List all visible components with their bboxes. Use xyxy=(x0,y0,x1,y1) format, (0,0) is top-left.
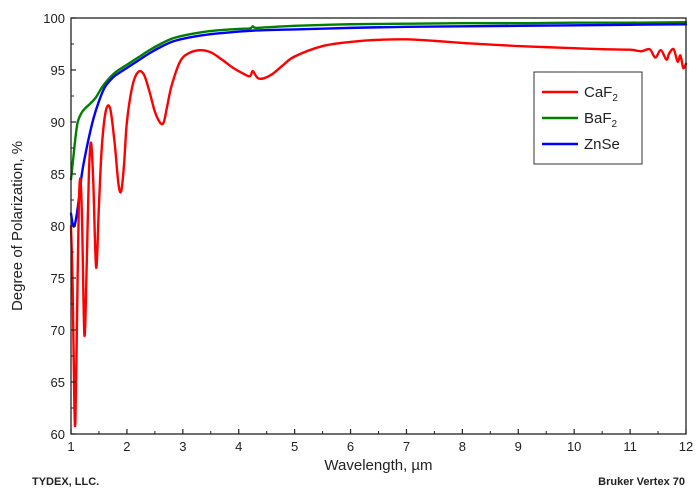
x-axis-title: Wavelength, µm xyxy=(324,457,432,474)
legend: CaF2 BaF2 ZnSe xyxy=(533,71,643,165)
x-tick-label: 5 xyxy=(291,439,298,454)
y-tick-label: 65 xyxy=(51,375,65,390)
footer-instrument-label: Bruker Vertex 70 xyxy=(598,476,685,488)
y-tick-label: 85 xyxy=(51,167,65,182)
footer-company-label: TYDEX, LLC. xyxy=(32,476,100,488)
x-tick-label: 9 xyxy=(515,439,522,454)
y-axis-title: Degree of Polarization, % xyxy=(9,141,26,311)
y-tick-label: 80 xyxy=(51,219,65,234)
x-tick-label: 7 xyxy=(403,439,410,454)
y-tick-label: 70 xyxy=(51,323,65,338)
y-tick-label: 90 xyxy=(51,115,65,130)
x-tick-label: 12 xyxy=(679,439,693,454)
y-tick-label: 100 xyxy=(43,11,65,26)
x-tick-label: 3 xyxy=(179,439,186,454)
series-line-baf xyxy=(69,20,688,181)
x-tick-label: 11 xyxy=(623,439,637,454)
y-tick-label: 75 xyxy=(51,271,65,286)
series-line-znse xyxy=(69,23,688,228)
x-tick-label: 4 xyxy=(235,439,242,454)
x-tick-label: 2 xyxy=(123,439,130,454)
x-tick-label: 8 xyxy=(459,439,466,454)
series-line-caf xyxy=(69,38,688,428)
x-tick-label: 6 xyxy=(347,439,354,454)
series-layer xyxy=(69,20,688,428)
legend-label: ZnSe xyxy=(584,136,620,153)
y-tick-label: 95 xyxy=(51,63,65,78)
legend-label: BaF2 xyxy=(584,110,618,130)
x-tick-label: 10 xyxy=(567,439,581,454)
x-tick-label: 1 xyxy=(67,439,74,454)
legend-label: CaF2 xyxy=(584,84,618,104)
y-tick-label: 60 xyxy=(51,427,65,442)
